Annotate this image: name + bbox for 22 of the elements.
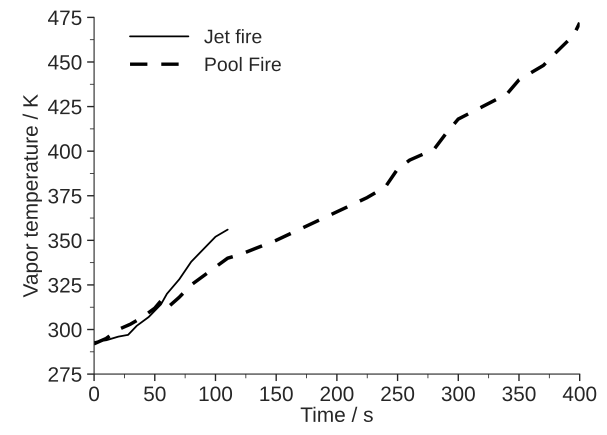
x-tick-label: 400 [562,386,596,402]
y-tick-label: 300 [48,322,82,338]
y-tick-label: 350 [48,233,82,248]
legend-label: Pool Fire [206,56,281,72]
y-tick-label: 400 [48,144,82,159]
y-axis-title: Vapor temperature / K [22,94,42,298]
y-tick-label: 275 [48,367,82,382]
y-tick-label: 325 [48,278,82,293]
x-tick-label: 200 [320,386,354,402]
x-tick-label: 250 [381,386,414,402]
legend-label: Jet fire [204,29,262,44]
x-tick-label: 300 [442,386,475,402]
x-axis-title: Time / s [300,406,373,422]
y-tick-label: 450 [48,54,82,70]
y-tick-label: 375 [48,188,82,204]
y-tick-label: 475 [48,10,82,26]
x-tick-label: 350 [502,386,536,402]
x-tick-label: 0 [89,386,100,402]
x-tick-label: 50 [144,386,166,402]
x-tick-label: 150 [260,386,293,402]
x-tick-label: 100 [200,386,232,402]
y-tick-label: 425 [48,100,82,114]
